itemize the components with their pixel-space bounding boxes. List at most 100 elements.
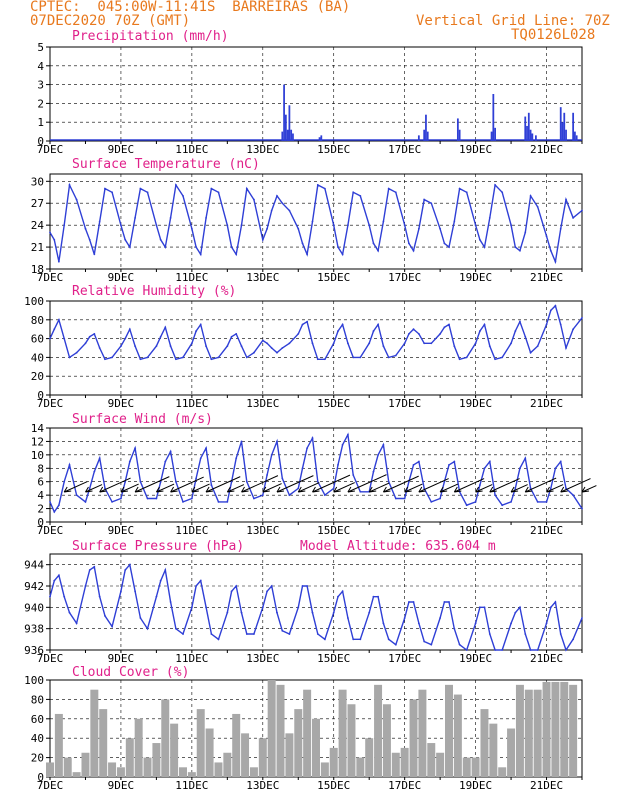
cloud-bar xyxy=(54,713,63,777)
data-point-temp xyxy=(155,224,158,227)
date-label-cloud: 21DEC xyxy=(530,779,563,792)
data-point-press xyxy=(270,585,273,587)
cloud-bar xyxy=(223,752,232,777)
wind-arrow-head xyxy=(560,486,568,493)
data-point-temp xyxy=(403,224,406,227)
ytick-label-temp: 30 xyxy=(31,175,44,188)
cloud-bar xyxy=(99,709,108,777)
data-point-rh xyxy=(387,356,390,359)
data-point-temp xyxy=(98,220,101,223)
data-point-rh xyxy=(341,323,344,326)
data-point-wind xyxy=(49,500,51,503)
data-point-press xyxy=(458,643,461,646)
data-point-rh xyxy=(519,320,521,323)
data-point-temp xyxy=(134,216,137,219)
data-point-wind xyxy=(169,450,172,453)
data-point-press xyxy=(230,590,233,593)
data-point-rh xyxy=(57,318,60,321)
data-point-press xyxy=(169,601,172,603)
data-point-press xyxy=(134,590,137,593)
cloud-bar xyxy=(90,689,99,777)
data-point-wind xyxy=(270,453,273,456)
data-point-press xyxy=(368,611,371,614)
data-point-press xyxy=(581,617,583,619)
data-point-press xyxy=(554,601,557,603)
data-point-press xyxy=(341,590,344,593)
cloud-bar xyxy=(400,747,409,777)
data-point-wind xyxy=(352,474,355,476)
wind-arrow xyxy=(489,478,520,493)
data-point-rh xyxy=(63,337,66,340)
data-point-rh xyxy=(210,358,213,361)
wind-arrow xyxy=(333,482,355,493)
cloud-bar xyxy=(258,738,267,777)
cloud-bar xyxy=(338,689,347,777)
data-point-rh xyxy=(403,342,406,345)
wind-arrow xyxy=(560,478,591,493)
data-point-temp xyxy=(474,224,477,227)
cloud-bar xyxy=(498,767,507,777)
data-point-wind xyxy=(276,440,278,443)
data-point-rh xyxy=(514,330,517,332)
data-point-press xyxy=(253,633,255,635)
cloud-bar xyxy=(365,738,374,777)
data-point-wind xyxy=(245,480,248,483)
data-point-rh xyxy=(536,345,539,348)
data-point-wind xyxy=(514,487,517,490)
data-point-temp xyxy=(210,187,213,190)
cloud-bar xyxy=(533,689,542,777)
data-point-wind xyxy=(494,494,497,497)
cloud-bar xyxy=(161,699,170,777)
date-label-precip: 19DEC xyxy=(459,143,492,156)
date-label-press: 17DEC xyxy=(388,652,421,665)
data-point-rh xyxy=(276,351,278,354)
data-point-press xyxy=(217,638,220,641)
panel-title-temp: Surface Temperature (nC) xyxy=(72,157,260,172)
data-point-wind xyxy=(465,504,468,507)
cloud-bar xyxy=(560,681,569,777)
data-point-press xyxy=(474,622,477,625)
cloud-bar xyxy=(81,752,90,777)
wind-arrow-head xyxy=(297,486,306,493)
wind-arrow-head xyxy=(262,486,270,493)
data-point-wind xyxy=(377,453,379,456)
header-station: CPTEC: 045:00W-11:41S BARREIRAS (BA) xyxy=(30,0,351,15)
wind-arrow xyxy=(581,485,597,493)
precip-bar xyxy=(288,105,291,141)
data-point-wind xyxy=(301,467,304,470)
date-label-cloud: 19DEC xyxy=(459,779,492,792)
cloud-bar xyxy=(489,723,498,777)
date-label-temp: 7DEC xyxy=(37,271,64,284)
date-label-precip: 21DEC xyxy=(530,143,563,156)
data-point-press xyxy=(408,601,410,603)
data-point-rh xyxy=(288,342,291,345)
date-label-cloud: 17DEC xyxy=(388,779,421,792)
data-point-temp xyxy=(190,227,193,230)
data-point-rh xyxy=(134,345,137,348)
cloud-bar xyxy=(312,718,320,777)
precip-bar xyxy=(290,129,293,141)
data-point-rh xyxy=(93,333,96,335)
data-point-rh xyxy=(53,328,56,331)
data-point-temp xyxy=(453,220,456,223)
data-point-rh xyxy=(111,356,113,359)
ytick-label-precip: 5 xyxy=(37,41,44,54)
data-point-wind xyxy=(84,500,87,503)
data-point-wind xyxy=(387,480,390,483)
data-point-rh xyxy=(164,326,167,329)
wind-arrow-head xyxy=(99,486,107,493)
data-point-rh xyxy=(549,309,552,312)
data-point-press xyxy=(195,585,198,587)
data-point-rh xyxy=(377,323,379,326)
data-point-temp xyxy=(261,238,264,241)
data-point-wind xyxy=(199,457,202,460)
data-point-rh xyxy=(266,342,268,345)
wind-arrow xyxy=(454,478,485,493)
data-point-wind xyxy=(195,477,198,480)
data-point-rh xyxy=(501,356,504,359)
data-point-wind xyxy=(235,457,238,460)
ytick-label-cloud: 0 xyxy=(37,771,44,784)
panel-title-wind: Surface Wind (m/s) xyxy=(72,412,213,427)
wind-arrow xyxy=(205,476,241,493)
cloud-bar xyxy=(515,684,524,777)
